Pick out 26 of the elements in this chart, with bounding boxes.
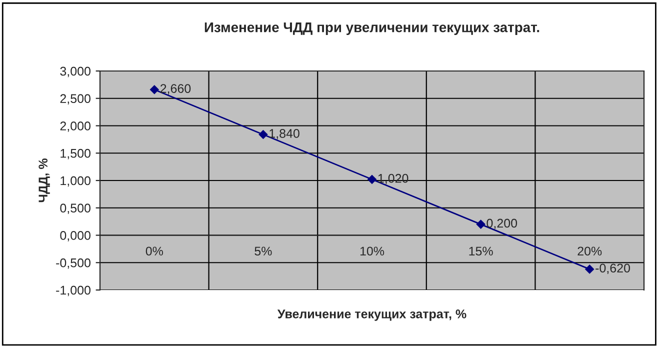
y-tick-label: 0,500 (60, 204, 90, 214)
data-label: 2,660 (160, 84, 191, 94)
x-tick-label: 0% (146, 246, 163, 256)
point (476, 220, 486, 229)
chart-title: Изменение ЧДД при увеличении текущих затрат. (204, 22, 540, 35)
y-axis-title: ЧДД, % (38, 158, 50, 202)
x-tick-label: 15% (469, 246, 493, 256)
point (585, 264, 594, 274)
point (368, 174, 376, 184)
y-tick-label: 3,000 (60, 66, 90, 78)
x-tick-label: 10% (360, 246, 384, 256)
y-tick-label: 1,500 (60, 148, 90, 160)
y-tick-label: 0,000 (60, 231, 90, 242)
y-tick-label: -0,500 (56, 258, 90, 269)
x-tick-label: 20% (578, 246, 602, 256)
x-axis-title: Увеличение текущих затрат, % (277, 310, 466, 321)
point (258, 130, 268, 139)
y-tick-label: 2,000 (60, 122, 90, 132)
x-tick-label: 5% (254, 246, 272, 256)
data-label: 1,840 (270, 129, 300, 140)
point (150, 85, 159, 94)
y-tick-label: 1,000 (60, 176, 90, 187)
data-label: 0,200 (486, 218, 518, 230)
y-tick-label: 2,500 (60, 94, 90, 105)
y-tick-label: -1,000 (56, 286, 90, 296)
data-label: -0,620 (596, 264, 630, 274)
